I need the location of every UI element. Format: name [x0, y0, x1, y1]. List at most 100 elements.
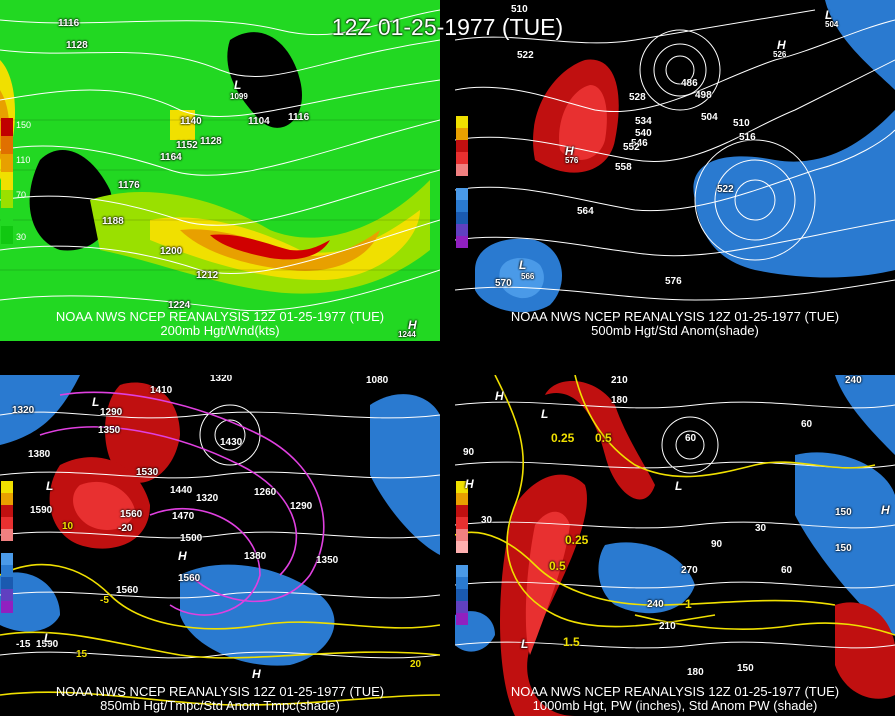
high-marker: H — [252, 667, 261, 681]
panel-850mb: 1410 1320 1080 1320 1290 1350 1380 1530 … — [0, 375, 440, 716]
map-500mb — [455, 0, 895, 341]
temp-label: 20 — [410, 659, 422, 670]
legend-200mb-label-0: 150 — [16, 120, 32, 130]
caption-line1: NOAA NWS NCEP REANALYSIS 12Z 01-25-1977 … — [55, 309, 385, 324]
contour-label: 504 — [701, 112, 718, 123]
contour-label: 1530 — [136, 467, 159, 478]
contour-label: 1380 — [28, 449, 51, 460]
contour-label: 1290 — [290, 501, 313, 512]
low-value: 566 — [521, 272, 535, 281]
contour-label: 540 — [635, 128, 652, 139]
low-marker: L — [521, 637, 529, 651]
legend-500mb — [456, 116, 468, 248]
contour-label: 30 — [755, 523, 767, 534]
contour-label: 564 — [577, 206, 594, 217]
contour-label: 150 — [835, 507, 852, 518]
contour-label: 1200 — [160, 246, 183, 257]
contour-label: 1470 — [172, 511, 195, 522]
high-marker: H — [565, 144, 574, 158]
high-value: 576 — [565, 156, 579, 165]
panel-200mb: 150 110 70 30 1116 1128 1140 1152 1164 1… — [0, 0, 440, 341]
contour-label: 522 — [717, 184, 734, 195]
map-850mb — [0, 375, 440, 716]
contour-label: 1212 — [196, 270, 219, 281]
contour-label: 210 — [611, 375, 628, 386]
low-value: 1099 — [230, 92, 248, 101]
high-marker: H — [881, 503, 890, 517]
contour-label: 1590 — [36, 639, 59, 650]
high-marker: H — [465, 477, 474, 491]
low-marker: L — [519, 258, 527, 272]
low-marker: L — [234, 78, 242, 92]
map-200mb — [0, 0, 440, 341]
low-marker: L — [44, 631, 52, 645]
contour-label: 546 — [631, 138, 648, 149]
temp-label: 15 — [76, 649, 88, 660]
contour-label: 510 — [733, 118, 750, 129]
contour-label: 1128 — [200, 136, 222, 147]
high-marker: H — [408, 318, 417, 332]
high-value: 526 — [773, 50, 787, 59]
caption-line1: NOAA NWS NCEP REANALYSIS 12Z 01-25-1977 … — [55, 684, 385, 699]
contour-label: 210 — [659, 621, 676, 632]
contour-label: 1080 — [366, 375, 389, 386]
legend-1000mb — [456, 481, 468, 625]
contour-label: 270 — [681, 565, 698, 576]
contour-label: 240 — [647, 599, 664, 610]
panel-1000mb: 210 180 240 60 270 240 210 180 150 60 30… — [455, 375, 895, 716]
panel-500mb: 510 522 528 534 540 546 552 558 564 570 … — [455, 0, 895, 341]
contour-label: 180 — [687, 667, 704, 678]
temp-label: -15 — [16, 639, 31, 650]
contour-label: 60 — [801, 419, 813, 430]
low-marker: L — [541, 407, 549, 421]
caption-line2: 1000mb Hgt, PW (inches), Std Anom PW (sh… — [532, 698, 818, 713]
map-title: 12Z 01-25-1977 (TUE) — [331, 14, 564, 40]
pw-label: 0.25 — [551, 431, 575, 445]
contour-label: 522 — [517, 50, 534, 61]
contour-label: 1164 — [160, 152, 182, 163]
contour-label: 1188 — [102, 216, 124, 227]
contour-label: 1380 — [244, 551, 267, 562]
pw-label: 0.5 — [549, 559, 566, 573]
contour-label: 30 — [481, 515, 493, 526]
contour-label: 90 — [711, 539, 723, 550]
contour-label: 1350 — [98, 425, 121, 436]
high-marker: H — [777, 38, 786, 52]
contour-label: 1560 — [178, 573, 201, 584]
low-marker: L — [92, 395, 100, 409]
contour-label: 1224 — [168, 300, 191, 311]
low-marker: L — [675, 479, 683, 493]
pw-label: 1 — [685, 597, 692, 611]
pw-label: 0.5 — [595, 431, 612, 445]
contour-label: 1590 — [30, 505, 53, 516]
contour-label: 1152 — [176, 140, 198, 151]
contour-label: 528 — [629, 92, 646, 103]
contour-label: 1176 — [118, 180, 140, 191]
contour-label: 1500 — [180, 533, 203, 544]
high-value: 1244 — [398, 330, 416, 339]
pw-label: 1.5 — [563, 635, 580, 649]
contour-label: 486 — [681, 78, 698, 89]
contour-label: 150 — [835, 543, 852, 554]
contour-label: 1320 — [210, 375, 233, 384]
high-marker: H — [178, 549, 187, 563]
caption-line2: 500mb Hgt/Std Anom(shade) — [591, 323, 759, 338]
contour-label: 1410 — [150, 385, 173, 396]
contour-label: 1116 — [288, 112, 310, 123]
temp-label: -20 — [118, 523, 133, 534]
legend-200mb-label-6: 30 — [16, 232, 27, 242]
contour-label: 498 — [695, 90, 712, 101]
contour-label: 1320 — [196, 493, 219, 504]
contour-label: 1440 — [170, 485, 193, 496]
contour-label: 558 — [615, 162, 632, 173]
contour-label: 60 — [685, 433, 697, 444]
temp-label: -5 — [100, 595, 109, 606]
contour-label: 1350 — [316, 555, 339, 566]
contour-label: 1128 — [66, 40, 88, 51]
contour-label: 516 — [739, 132, 756, 143]
contour-label: 180 — [611, 395, 628, 406]
legend-200mb-label-4: 70 — [16, 190, 27, 200]
contour-label: 1560 — [120, 509, 143, 520]
temp-label: 10 — [62, 521, 74, 532]
pw-label: 0.25 — [565, 533, 589, 547]
